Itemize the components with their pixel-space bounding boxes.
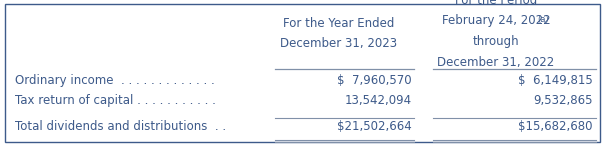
Text: $21,502,664: $21,502,664 [336, 120, 411, 133]
Text: December 31, 2023: December 31, 2023 [280, 37, 397, 50]
Text: $  7,960,570: $ 7,960,570 [337, 74, 411, 87]
Text: through: through [473, 35, 520, 48]
Text: 13,542,094: 13,542,094 [344, 94, 411, 107]
Text: Tax return of capital . . . . . . . . . . .: Tax return of capital . . . . . . . . . … [15, 94, 215, 107]
Text: December 31, 2022: December 31, 2022 [437, 56, 555, 69]
Text: (a): (a) [537, 15, 549, 24]
Text: 9,532,865: 9,532,865 [534, 94, 593, 107]
Text: $  6,149,815: $ 6,149,815 [518, 74, 593, 87]
Text: $15,682,680: $15,682,680 [518, 120, 593, 133]
Text: For the Period: For the Period [455, 0, 537, 7]
Text: For the Year Ended: For the Year Ended [283, 17, 394, 30]
Text: Ordinary income  . . . . . . . . . . . . .: Ordinary income . . . . . . . . . . . . … [15, 74, 214, 87]
Text: Total dividends and distributions  . .: Total dividends and distributions . . [15, 120, 226, 133]
Text: February 24, 2022: February 24, 2022 [442, 14, 551, 27]
